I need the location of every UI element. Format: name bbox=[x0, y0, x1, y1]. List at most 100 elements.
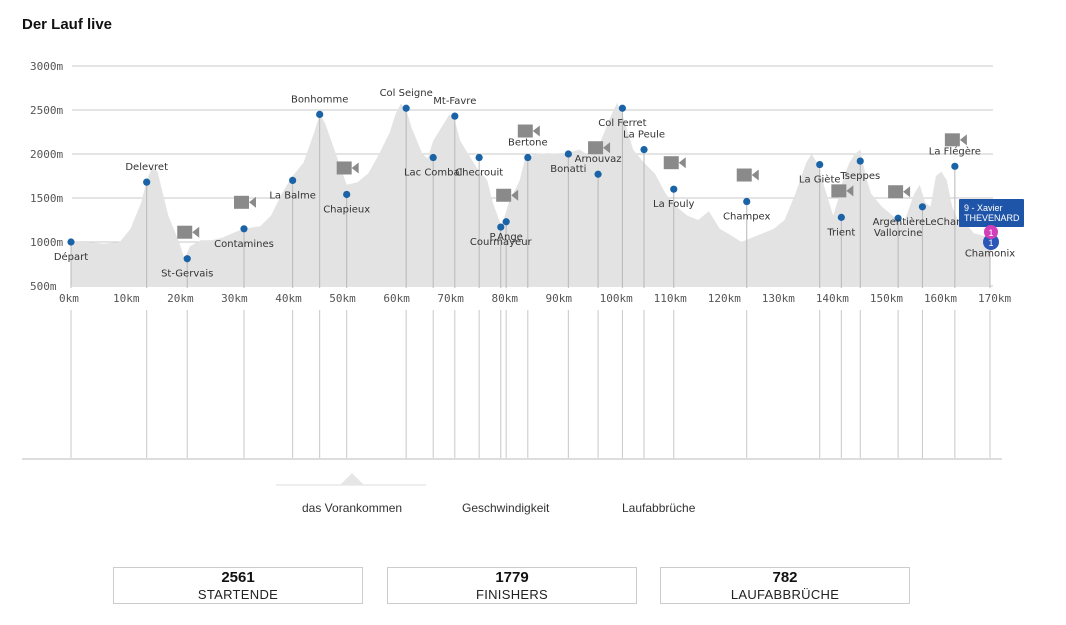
checkpoint-label: La Peule bbox=[623, 130, 665, 141]
camera-icon[interactable] bbox=[736, 168, 759, 182]
stat-dropouts-label: LAUFABBRÜCHE bbox=[730, 587, 840, 602]
checkpoint-dot[interactable] bbox=[743, 197, 751, 206]
checkpoint-dot[interactable] bbox=[837, 213, 845, 221]
checkpoint-dot[interactable] bbox=[524, 153, 532, 162]
checkpoint-label: Arnouvaz bbox=[575, 154, 622, 165]
checkpoint-label: Chapieux bbox=[323, 204, 370, 215]
checkpoint-dot[interactable] bbox=[402, 104, 410, 112]
y-tick-label: 2000m bbox=[30, 148, 63, 161]
checkpoint-label: Checrouit bbox=[455, 168, 503, 179]
checkpoint-label: Tseppes bbox=[839, 171, 880, 182]
elevation-profile-chart: 3000m 2500m 2000m 1500m 1000m 500m 0km 10km 20k… bbox=[22, 60, 1024, 460]
runner-badge[interactable] bbox=[959, 199, 1024, 227]
camera-icon-lens bbox=[532, 125, 540, 137]
tab-vorankommen[interactable]: das Vorankommen bbox=[302, 501, 403, 515]
camera-icon-body bbox=[944, 133, 960, 147]
checkpoint-dot[interactable] bbox=[497, 223, 505, 231]
camera-icon[interactable] bbox=[831, 184, 854, 198]
checkpoint-dot[interactable] bbox=[951, 162, 959, 170]
camera-icon[interactable] bbox=[336, 161, 359, 175]
checkpoint-dot[interactable] bbox=[564, 150, 572, 158]
checkpoint-dot[interactable] bbox=[67, 238, 75, 246]
y-tick-label: 500m bbox=[30, 280, 57, 293]
camera-icon[interactable] bbox=[177, 225, 200, 239]
tab-laufabbrueche[interactable]: Laufabbrüche bbox=[622, 501, 696, 515]
camera-icon[interactable] bbox=[233, 195, 256, 209]
camera-icon-lens bbox=[351, 162, 359, 174]
checkpoint-dot[interactable] bbox=[640, 146, 648, 154]
checkpoint-label: Vallorcine bbox=[874, 228, 923, 239]
checkpoint-label: Champex bbox=[723, 212, 771, 223]
checkpoint-dot[interactable] bbox=[343, 190, 351, 199]
checkpoint-dot[interactable] bbox=[894, 214, 902, 222]
camera-icon-body bbox=[663, 156, 679, 170]
camera-icon-body bbox=[588, 141, 604, 155]
camera-icon-body bbox=[517, 124, 533, 138]
camera-icon-lens bbox=[846, 185, 854, 197]
y-tick-label: 2500m bbox=[30, 104, 63, 117]
checkpoint-dot[interactable] bbox=[502, 218, 510, 226]
x-tick-label: 150km bbox=[870, 292, 903, 305]
checkpoint-dot[interactable] bbox=[451, 112, 459, 120]
x-tick-label: 110km bbox=[654, 292, 687, 305]
checkpoint-label: Départ bbox=[54, 251, 88, 263]
checkpoint-dot[interactable] bbox=[240, 225, 248, 233]
camera-icon-body bbox=[496, 188, 512, 202]
checkpoint-label: La Giète bbox=[799, 174, 841, 186]
checkpoint-dot[interactable] bbox=[856, 157, 864, 165]
elevation-area bbox=[71, 103, 990, 286]
runner-badge-line2: THEVENARD bbox=[964, 213, 1020, 223]
camera-icon-body bbox=[177, 225, 193, 239]
checkpoint-dot[interactable] bbox=[918, 203, 927, 211]
camera-icon-lens bbox=[678, 157, 686, 169]
checkpoint-dot[interactable] bbox=[316, 110, 324, 118]
camera-icon[interactable] bbox=[663, 156, 686, 170]
x-tick-label: 20km bbox=[167, 292, 194, 305]
checkpoint-drop-lines bbox=[70, 108, 991, 458]
checkpoint-dot[interactable] bbox=[618, 104, 627, 112]
checkpoint-label: La Fouly bbox=[653, 199, 695, 210]
checkpoint-dot[interactable] bbox=[475, 153, 483, 162]
x-tick-label: 40km bbox=[275, 292, 302, 305]
checkpoint-label: Delevret bbox=[125, 162, 168, 173]
page-title: Der Lauf live bbox=[22, 16, 113, 33]
camera-icon[interactable] bbox=[888, 185, 911, 199]
checkpoint-label: La Balme bbox=[269, 190, 316, 201]
checkpoint-dot[interactable] bbox=[816, 160, 824, 169]
camera-icon-body bbox=[336, 161, 352, 175]
checkpoint-label: P.Ange bbox=[490, 232, 523, 243]
checkpoint-label: Lac Combal bbox=[404, 168, 462, 179]
checkpoint-label: Courmayeur bbox=[470, 237, 533, 248]
checkpoint-markers[interactable]: Départ Delevret St-Gervais Contamines La Bal… bbox=[54, 88, 1015, 279]
camera-icon[interactable] bbox=[588, 141, 611, 155]
checkpoint-dot[interactable] bbox=[183, 255, 191, 263]
checkpoint-label: La Flégère bbox=[929, 145, 981, 157]
camera-icon-body bbox=[736, 168, 752, 182]
camera-icon[interactable] bbox=[496, 188, 519, 202]
checkpoint-dot[interactable] bbox=[289, 176, 297, 184]
runner-marker-top-text: 1 bbox=[988, 228, 993, 238]
runner-marker-top[interactable] bbox=[984, 225, 998, 239]
camera-icon[interactable] bbox=[517, 124, 540, 138]
checkpoint-label: Chamonix bbox=[965, 248, 1015, 259]
runner-marker[interactable]: 9 - Xavier THEVENARD 1 1 bbox=[959, 199, 1024, 250]
x-tick-label: 120km bbox=[708, 292, 741, 305]
x-tick-label: 10km bbox=[113, 292, 140, 305]
checkpoint-dot[interactable] bbox=[594, 170, 602, 178]
stat-finishers: 1779 FINISHERS bbox=[387, 567, 637, 604]
checkpoint-dot[interactable] bbox=[429, 153, 437, 162]
checkpoint-dot[interactable] bbox=[143, 178, 151, 186]
camera-icon-lens bbox=[248, 196, 256, 208]
checkpoint-label: Bonhomme bbox=[291, 94, 348, 105]
x-tick-label: 70km bbox=[437, 292, 464, 305]
tab-geschwindigkeit[interactable]: Geschwindigkeit bbox=[462, 501, 550, 515]
camera-icon-lens bbox=[903, 186, 911, 198]
runner-marker-bottom[interactable] bbox=[983, 234, 999, 250]
camera-icon-body bbox=[888, 185, 904, 199]
x-tick-label: 60km bbox=[383, 292, 410, 305]
camera-icon-lens bbox=[751, 169, 759, 181]
camera-icon-body bbox=[831, 184, 847, 198]
x-tick-label: 140km bbox=[816, 292, 849, 305]
camera-icon[interactable] bbox=[944, 133, 967, 147]
checkpoint-dot[interactable] bbox=[670, 185, 678, 193]
